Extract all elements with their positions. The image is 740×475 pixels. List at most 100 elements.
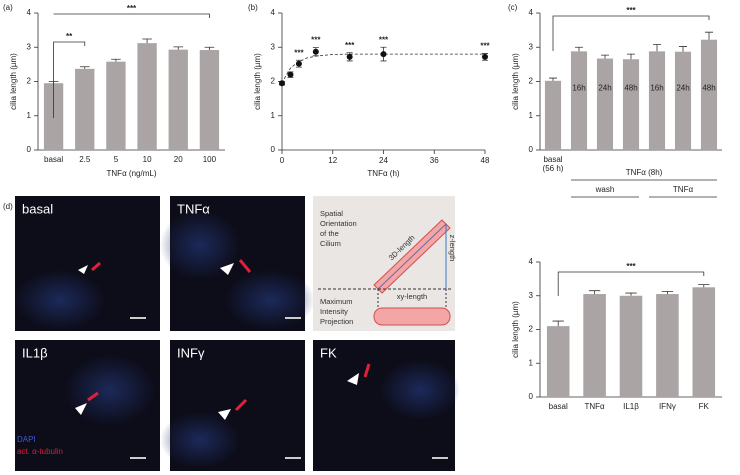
point	[380, 51, 387, 58]
panel-label: (d)	[3, 202, 13, 211]
bar	[674, 51, 692, 150]
point	[346, 53, 353, 60]
bar	[692, 287, 716, 397]
y-tick-label: 2	[529, 325, 534, 334]
diagram: Spatial Orientation of the Cilium 3D-len…	[313, 196, 457, 331]
error-bar	[552, 320, 564, 327]
x-tick-label: 2.5	[79, 155, 91, 164]
diagram-text: Intensity	[320, 307, 348, 316]
significance-bracket	[552, 15, 710, 51]
error-bar	[588, 290, 601, 295]
point	[312, 48, 319, 55]
bar-label: 16h	[572, 83, 585, 92]
error-bar	[142, 38, 152, 44]
x-tick-label: IL1β	[623, 402, 639, 411]
y-axis-label: cilia length (µm)	[511, 301, 520, 358]
diagram-text: Spatial	[320, 209, 343, 218]
error-bar	[79, 66, 90, 69]
significance-label: ***	[480, 42, 490, 51]
micrograph: IL1β DAPI act. α-tubulin	[15, 340, 160, 471]
error-bar	[698, 284, 710, 288]
bar	[75, 68, 95, 150]
bar	[619, 295, 643, 397]
y-tick-label: 0	[529, 392, 534, 401]
image-label: basal	[22, 201, 53, 216]
group-label: TNFα (8h)	[626, 168, 663, 177]
x-tick-label: 12	[328, 156, 337, 165]
micrograph: basal	[15, 196, 160, 331]
y-tick-label: 4	[27, 8, 32, 17]
bar	[622, 59, 640, 150]
bar	[583, 294, 606, 397]
micrograph: FK	[313, 340, 460, 471]
fit-curve	[281, 53, 485, 84]
error-bar	[678, 46, 688, 52]
error-bar	[626, 53, 636, 60]
error-bar	[625, 292, 637, 296]
y-tick-label: 2	[529, 77, 534, 86]
significance-label: ***	[127, 4, 137, 13]
x-tick-label: 20	[174, 155, 183, 164]
significance-label: **	[66, 32, 73, 41]
group-label: TNFα	[673, 185, 694, 194]
error-bar	[574, 46, 584, 52]
bar-label: 24h	[598, 83, 611, 92]
y-tick-label: 2	[271, 77, 276, 86]
significance-label: ***	[626, 6, 636, 15]
x-tick-label: 24	[379, 156, 388, 165]
error-bar	[173, 46, 184, 50]
y-tick-label: 3	[529, 42, 534, 51]
stain-legend: act. α-tubulin	[17, 447, 63, 456]
error-bar	[204, 46, 215, 50]
bar	[544, 80, 562, 150]
y-tick-label: 1	[529, 111, 534, 120]
diagram-text: Cilium	[320, 239, 341, 248]
bar	[596, 58, 614, 150]
x-tick-label: basal	[549, 402, 568, 411]
bar-label: 48h	[702, 83, 715, 92]
y-axis-label: cilia length (µm)	[9, 53, 18, 110]
diagram-text: Maximum	[320, 297, 353, 306]
x-tick-label: 0	[280, 156, 285, 165]
error-bar	[111, 58, 121, 62]
y-tick-label: 4	[529, 257, 534, 266]
x-tick-label: 100	[203, 155, 217, 164]
bar-label: 16h	[650, 83, 663, 92]
bar	[648, 51, 666, 150]
y-tick-label: 1	[27, 111, 32, 120]
y-axis-label: cilia length (µm)	[253, 53, 262, 110]
bar-label: 48h	[624, 83, 637, 92]
x-axis-label: TNFα (ng/mL)	[107, 169, 157, 178]
error-bar	[548, 77, 558, 81]
significance-label: ***	[311, 36, 321, 45]
y-tick-label: 3	[271, 42, 276, 51]
diagram-text: Projection	[320, 317, 353, 326]
panel-label: (b)	[248, 3, 258, 12]
diagram-text: of the	[320, 229, 339, 238]
image-label: FK	[320, 345, 337, 360]
image-label: IL1β	[22, 345, 48, 360]
point	[295, 60, 302, 67]
bar	[700, 39, 718, 151]
y-tick-label: 3	[27, 42, 32, 51]
x-tick-label: basal (56 h)	[543, 155, 564, 173]
bar	[199, 49, 220, 150]
panel-label: (c)	[508, 3, 518, 12]
significance-bracket	[53, 13, 210, 18]
y-axis-label: cilia length (µm)	[511, 53, 520, 110]
panel-label: (a)	[3, 3, 13, 12]
bar	[546, 326, 570, 397]
error-bar	[600, 54, 610, 59]
bar	[137, 43, 157, 150]
significance-label: ***	[345, 41, 355, 50]
point	[279, 80, 285, 87]
image-label: TNFα	[177, 201, 210, 216]
x-tick-label: FK	[699, 402, 710, 411]
point	[287, 71, 294, 78]
diagram-text: xy-length	[397, 292, 427, 301]
diagram-text: z-length	[448, 235, 457, 262]
y-tick-label: 4	[529, 8, 534, 17]
error-bar	[704, 31, 714, 40]
x-tick-label: 10	[143, 155, 152, 164]
bar-label: 24h	[676, 83, 689, 92]
